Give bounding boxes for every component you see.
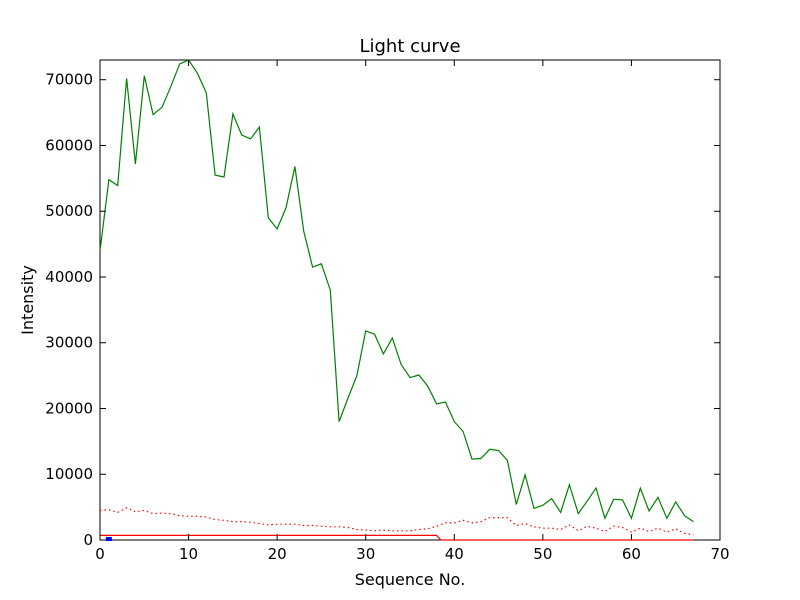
y-tick-label: 50000 [45,202,93,220]
y-tick-label: 40000 [45,268,93,286]
series-layer [99,59,694,541]
series-0-line [99,59,694,523]
x-axis-label: Sequence No. [355,570,466,589]
y-tick-label: 60000 [45,136,93,154]
x-tick-label: 20 [268,545,287,563]
x-tick-label: 40 [445,545,464,563]
series-3-marker-0 [105,537,112,541]
x-tick-label: 60 [622,545,641,563]
x-tick-label: 0 [95,545,105,563]
x-tick-label: 10 [179,545,198,563]
x-axis-ticks: 0 10 20 30 40 50 60 70 [95,60,730,563]
plot-frame [99,59,721,541]
chart-title: Light curve [359,36,460,57]
y-tick-label: 30000 [45,334,93,352]
y-axis-ticks: 0 10000 20000 30000 40000 50000 60000 70000 [45,71,720,549]
y-tick-label: 20000 [45,399,93,417]
series-2-line [100,534,694,541]
y-tick-label: 0 [83,531,93,549]
x-tick-label: 30 [356,545,375,563]
y-axis-label: Intensity [18,265,37,335]
plot-area: 0 10 20 30 40 50 60 70 0 10000 20000 30000 40000 500… [45,59,730,563]
x-tick-label: 50 [533,545,552,563]
y-tick-label: 70000 [45,71,93,89]
x-tick-label: 70 [710,545,729,563]
y-tick-label: 10000 [45,465,93,483]
